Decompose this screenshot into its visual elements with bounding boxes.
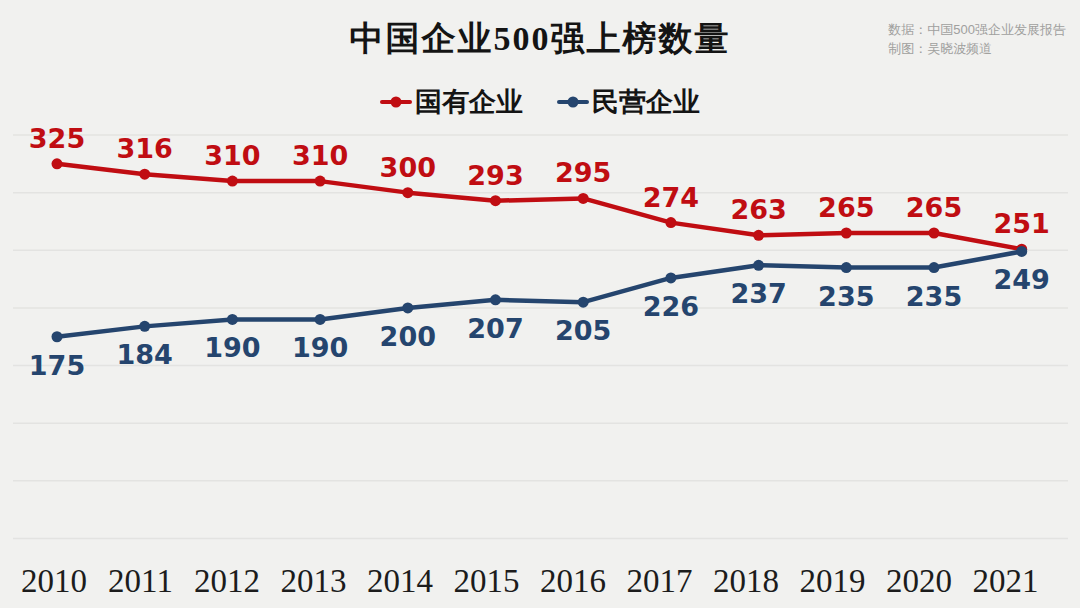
private-point	[315, 314, 326, 325]
state-owned-point	[578, 193, 589, 204]
state-owned-point	[139, 169, 150, 180]
private-point	[665, 272, 676, 283]
state-owned-value-label: 300	[380, 152, 436, 183]
private-value-label: 200	[380, 321, 436, 352]
x-tick-label: 2021	[973, 563, 1039, 599]
state-owned-value-label: 265	[818, 192, 874, 223]
x-tick-label: 2015	[454, 563, 520, 599]
private-point	[1016, 246, 1027, 257]
private-line	[57, 251, 1022, 336]
state-owned-value-label: 295	[555, 157, 611, 188]
state-owned-value-label: 316	[117, 133, 173, 164]
private-value-label: 205	[555, 315, 611, 346]
x-tick-label: 2017	[627, 563, 693, 599]
private-point	[841, 262, 852, 273]
private-value-label: 249	[994, 264, 1050, 295]
private-value-label: 184	[117, 339, 173, 370]
private-point	[52, 331, 63, 342]
state-owned-value-label: 263	[730, 194, 786, 225]
private-value-label: 190	[292, 332, 348, 363]
state-owned-point	[490, 195, 501, 206]
state-owned-point	[665, 217, 676, 228]
x-tick-label: 2016	[540, 563, 606, 599]
state-owned-point	[929, 227, 940, 238]
x-tick-label: 2020	[886, 563, 952, 599]
state-owned-point	[227, 176, 238, 187]
state-owned-point	[841, 227, 852, 238]
x-tick-label: 2011	[108, 563, 173, 599]
private-point	[139, 321, 150, 332]
line-chart: 325 316 310 310 300 293 295 274 263 265 265 251 175 1…	[0, 0, 1080, 608]
x-tick-label: 2010	[21, 563, 87, 599]
private-value-label: 235	[818, 281, 874, 312]
x-tick-label: 2013	[281, 563, 347, 599]
x-tick-label: 2018	[713, 563, 779, 599]
x-tick-label: 2012	[194, 563, 260, 599]
state-owned-value-label: 274	[643, 182, 699, 213]
state-owned-value-label: 251	[994, 208, 1050, 239]
state-owned-line	[57, 164, 1022, 249]
state-owned-value-label: 325	[29, 123, 85, 154]
private-point	[753, 260, 764, 271]
chart-canvas: 中国企业500强上榜数量 数据：中国500强企业发展报告 制图：吴晓波频道 国有…	[0, 0, 1080, 608]
private-value-label: 207	[467, 313, 523, 344]
state-owned-point	[52, 158, 63, 169]
private-value-label: 237	[730, 278, 786, 309]
private-point	[402, 302, 413, 313]
private-point	[490, 294, 501, 305]
state-owned-value-label: 293	[467, 160, 523, 191]
state-owned-point	[402, 187, 413, 198]
private-value-label: 235	[906, 281, 962, 312]
state-owned-value-label: 265	[906, 192, 962, 223]
state-owned-point	[753, 230, 764, 241]
private-point	[578, 297, 589, 308]
x-tick-label: 2014	[367, 563, 433, 599]
state-owned-point	[315, 176, 326, 187]
private-value-label: 190	[204, 332, 260, 363]
private-value-label: 175	[29, 350, 85, 381]
state-owned-value-label: 310	[292, 140, 348, 171]
private-point	[227, 314, 238, 325]
x-tick-label: 2019	[800, 563, 866, 599]
private-point	[929, 262, 940, 273]
private-value-label: 226	[643, 291, 699, 322]
state-owned-value-label: 310	[204, 140, 260, 171]
